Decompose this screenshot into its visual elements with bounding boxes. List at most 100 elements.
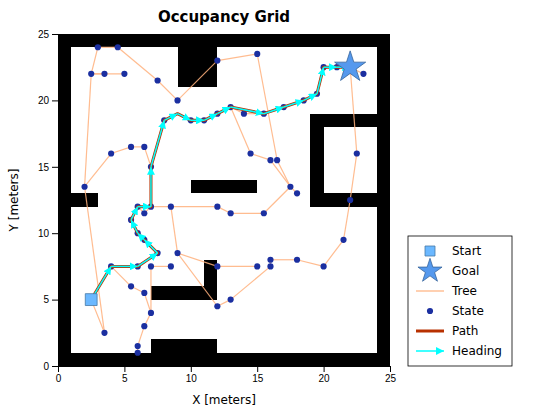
tree-edge <box>350 154 357 200</box>
tick-mark <box>390 366 391 372</box>
heading-arrow <box>138 206 151 208</box>
point-circle <box>214 303 220 309</box>
legend-swatch <box>416 290 444 291</box>
tree-edge <box>111 266 131 286</box>
point-circle <box>214 57 220 63</box>
point-circle <box>168 204 174 210</box>
heading-arrow <box>164 114 177 121</box>
point-circle <box>174 250 180 256</box>
point-circle <box>141 323 147 329</box>
tree-edge <box>150 167 151 207</box>
tick: 10 <box>38 228 58 239</box>
point-square <box>85 294 97 306</box>
tree-edge <box>231 213 264 214</box>
point-circle <box>174 97 180 103</box>
legend: StartGoalTreeStatePathHeading <box>408 236 512 366</box>
chart: 05101520250510152025Occupancy GridX [met… <box>0 0 560 420</box>
point-circle <box>128 283 134 289</box>
point-circle <box>81 184 87 190</box>
tree-edge <box>317 67 324 94</box>
legend-label: Goal <box>452 264 479 278</box>
point-circle <box>247 150 253 156</box>
tick-label: 0 <box>43 361 49 372</box>
x-axis: 0 5 10 15 20 25 <box>56 366 397 384</box>
tree-edge <box>144 293 151 313</box>
tree-edge <box>178 253 218 306</box>
wall <box>178 34 218 87</box>
x-axis-title: X [meters] <box>192 393 256 407</box>
tree-edge <box>91 47 98 74</box>
tree-edge <box>178 253 218 266</box>
tick: 15 <box>252 366 264 384</box>
tree-edge <box>131 207 138 220</box>
point-circle <box>141 290 147 296</box>
tree-edge <box>297 260 324 267</box>
tree-edge <box>350 67 357 153</box>
tick-label: 25 <box>385 373 397 384</box>
tick: 20 <box>38 95 58 106</box>
tree-edge <box>231 107 251 153</box>
point-circle <box>261 210 267 216</box>
heading-arrow <box>138 253 158 266</box>
legend-item: Tree <box>416 284 477 298</box>
point-circle <box>101 71 107 77</box>
wall <box>151 339 217 352</box>
point-circle <box>274 157 280 163</box>
wall <box>58 34 71 366</box>
tree-edge <box>158 80 178 100</box>
wall <box>151 286 204 299</box>
path-line <box>91 67 350 299</box>
tree-edge <box>257 54 277 160</box>
point-circle <box>354 150 360 156</box>
tick-mark <box>52 100 58 101</box>
tick-mark <box>52 366 58 367</box>
point-circle <box>228 297 234 303</box>
series-line <box>91 67 350 299</box>
wall <box>58 353 390 366</box>
point-circle <box>267 257 273 263</box>
point-circle <box>214 263 220 269</box>
wall <box>310 114 323 207</box>
tree-edge <box>324 240 344 267</box>
tick-label: 10 <box>186 373 198 384</box>
heading-arrow <box>191 120 204 122</box>
heading-arrow <box>264 107 284 114</box>
legend-item: Start <box>425 244 482 258</box>
tick: 0 <box>56 366 62 384</box>
tree-edge <box>111 147 131 154</box>
tick-mark <box>52 300 58 301</box>
tree-edge <box>164 114 177 121</box>
tick: 25 <box>385 366 397 384</box>
tick-label: 25 <box>38 29 50 40</box>
legend-swatch <box>427 308 433 314</box>
tree-edge <box>111 266 138 267</box>
tree-edge <box>118 47 158 80</box>
series-scatter <box>81 44 366 356</box>
tree-edge <box>171 206 217 207</box>
tick-mark <box>257 366 258 372</box>
point-circle <box>228 210 234 216</box>
point-circle <box>267 263 273 269</box>
tick: 20 <box>319 366 331 384</box>
heading-arrow <box>131 207 138 220</box>
legend-swatch <box>416 350 444 352</box>
walls <box>58 34 390 366</box>
point-circle <box>141 144 147 150</box>
tick: 5 <box>122 366 128 384</box>
point-circle <box>347 197 353 203</box>
tree-edge <box>138 233 145 240</box>
tree-edge <box>191 120 204 121</box>
tree-edge <box>131 220 138 233</box>
heading-arrow <box>151 120 164 166</box>
point-circle <box>148 263 154 269</box>
tree-edge <box>270 259 297 260</box>
wall <box>377 34 390 366</box>
tick-mark <box>52 167 58 168</box>
heading-arrow <box>324 66 337 68</box>
heading-arrow <box>178 114 191 121</box>
tick-mark <box>124 366 125 372</box>
tree-edge <box>204 114 217 121</box>
tree-edge <box>85 74 92 187</box>
series-segments <box>85 47 364 352</box>
point-circle <box>148 310 154 316</box>
